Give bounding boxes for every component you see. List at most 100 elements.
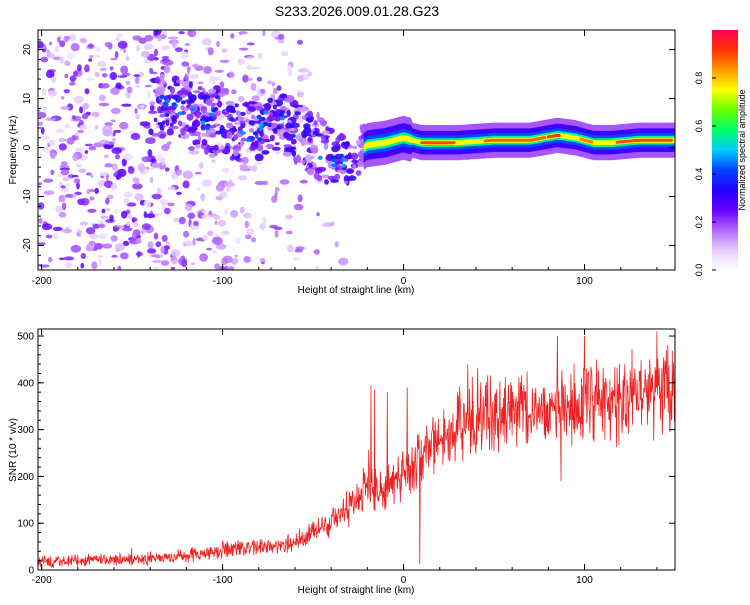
spectrogram-blob [214,69,224,73]
spectrogram-ridge-blob [320,138,330,144]
spectrogram-blob [38,242,46,246]
spectrogram-blob [58,211,67,218]
spectrogram-blob [262,30,266,37]
spectrogram-ridge-blob [209,133,216,138]
spectrogram-blob [277,39,285,44]
spectrogram-blob [163,65,171,74]
spectrogram-blob [167,202,175,207]
spectrogram-blob [222,255,233,264]
spectrogram-blob [115,82,122,89]
spectrogram-blob [38,121,44,126]
spectrogram-blob [234,254,239,258]
spectrogram-blob [73,178,81,184]
spectrogram-blob [315,179,323,184]
spectrogram-blob [253,162,263,166]
spectrogram-blob [123,198,130,205]
spectrogram-blob [143,200,152,208]
spectrogram-blob [232,257,239,265]
spectrogram-blob [89,196,95,201]
spectrogram-blob [132,177,140,183]
spectrogram-x-ticks: -200 -100 0 100 [32,30,658,287]
spectrogram-bright-spot [279,112,284,117]
spectrogram-blob [110,87,120,95]
spectrogram-blob [109,72,118,80]
spectrogram-ridge-blob [295,154,301,163]
spectrogram-blob [111,137,117,142]
spectrogram-ridge-blob [233,148,239,157]
spectrogram-ridge-blob [272,87,278,95]
spectrogram-blob [259,223,266,230]
spectrogram-blob [150,254,161,258]
spectrogram-blob [42,135,51,140]
spectrogram-ridge-blob [319,119,328,127]
spectrogram-ridge-blob [355,139,361,145]
spectrogram-blob [125,55,130,62]
spectrogram-blob [124,91,129,98]
spectrogram-blob [71,135,79,141]
spectrogram-blob [159,253,164,258]
spectrogram-blob [257,52,263,59]
spectrogram-ridge-blob [347,175,357,181]
spectrogram-blob [117,40,128,49]
spectrogram-blob [203,66,212,74]
spectrogram-ridge-blob [352,145,357,150]
spectrogram-blob [49,41,53,46]
spectrogram-blob [216,40,220,48]
spectrogram-blob [102,130,113,137]
spectrogram-ridge-blob [159,127,165,131]
spectrogram-blob [224,182,236,188]
spectrogram-blob [221,167,230,173]
spectrogram-blob [50,152,56,160]
spectrogram-blob [150,158,157,164]
spectrogram-blob [237,58,245,65]
spectrogram-blob [85,243,95,252]
spectrogram-ridge-blob [241,137,247,142]
spectrogram-ridge-blob [320,134,326,140]
x-tick-label: -100 [213,575,233,586]
spectrogram-ridge-blob [307,137,312,142]
spectrogram-blob [58,137,66,143]
snr-panel: -200 -100 0 100 0 100 200 300 400 500 Height of … [8,328,676,596]
spectrogram-blob [115,36,120,42]
spectrogram-blob [180,51,189,59]
spectrogram-blob [192,237,196,246]
y-tick-label: 0 [22,144,33,150]
spectrogram-hot-segment [483,136,547,143]
spectrogram-blob [246,56,254,59]
spectrogram-blob [47,90,58,97]
spectrogram-blob [254,180,266,185]
spectrogram-blob [66,183,71,187]
spectrogram-blob [239,206,245,214]
spectrogram-blob [296,39,303,45]
spectrogram-blob [139,105,145,109]
spectrogram-blob [39,264,50,268]
spectrogram-bright-spot [252,131,258,136]
spectrogram-blob [111,163,119,171]
spectrogram-ridge-blob [335,145,340,150]
spectrogram-blob [230,33,235,39]
spectrogram-blob [99,139,110,145]
spectrogram-blob [275,151,281,155]
spectrogram-blob [101,208,106,214]
x-tick-label: -100 [213,276,233,287]
spectrogram-blob [285,214,293,220]
spectrogram-blob [131,231,137,240]
spectrogram-blob [183,243,187,247]
spectrogram-blob [69,33,77,42]
spectrogram-blob [91,111,100,118]
spectrogram-blob [139,71,144,78]
spectrogram-blob [273,226,283,231]
spectrogram-bright-spot [341,163,347,168]
spectrogram-blob [63,35,70,43]
spectrogram-ridge-blob [234,103,239,108]
spectrogram-ridge-blob [169,122,174,127]
spectrogram-blob [105,197,110,205]
spectrogram-ridge-blob [188,94,197,102]
snr-plot-area [38,331,675,568]
spectrogram-ridge-blob [323,142,329,150]
spectrogram-blob [139,121,151,127]
spectrogram-bright-spot [229,117,235,122]
spectrogram-blob [145,213,156,219]
spectrogram-blob [214,263,221,270]
